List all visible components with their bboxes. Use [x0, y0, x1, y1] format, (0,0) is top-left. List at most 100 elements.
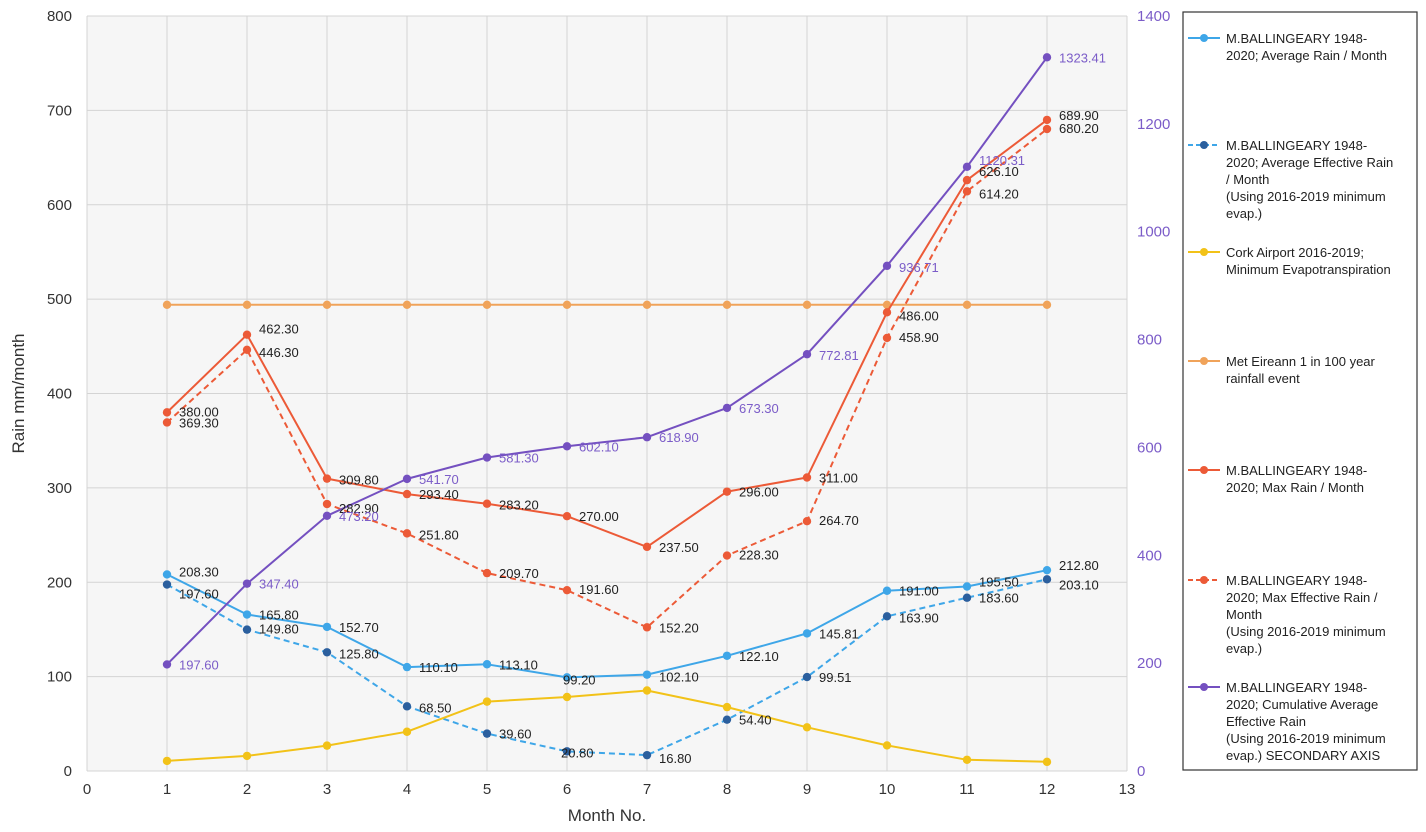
series-point-1 [242, 625, 252, 634]
x-tick-label: 2 [243, 781, 251, 798]
series-point-6 [322, 511, 332, 521]
series-point-2 [642, 686, 652, 695]
series-point-2 [802, 723, 812, 732]
y-tick-label: 800 [47, 8, 72, 25]
data-label-1: 39.60 [499, 727, 532, 742]
data-label-4: 626.10 [979, 164, 1019, 179]
data-label-5: 152.20 [659, 620, 699, 635]
data-label-4: 380.00 [179, 404, 219, 419]
data-label-1: 54.40 [739, 713, 772, 728]
legend-swatch-point-1 [1200, 141, 1208, 149]
series-point-0 [162, 570, 172, 579]
series-point-4 [482, 499, 492, 508]
data-label-0: 191.00 [899, 584, 939, 599]
series-point-1 [402, 702, 412, 711]
legend-label-6: Effective Rain [1226, 714, 1306, 729]
legend-label-1: (Using 2016-2019 minimum [1226, 189, 1386, 204]
series-point-0 [882, 586, 892, 595]
data-label-0: 165.80 [259, 608, 299, 623]
series-point-3 [882, 300, 892, 309]
series-point-1 [882, 612, 892, 621]
data-label-0: 122.10 [739, 649, 779, 664]
series-point-0 [322, 622, 332, 632]
series-point-0 [802, 629, 812, 638]
data-label-5: 458.90 [899, 330, 939, 345]
y-tick-label: 700 [47, 102, 72, 119]
legend-label-1: 2020; Average Effective Rain [1226, 155, 1393, 170]
data-label-1: 68.50 [419, 700, 452, 715]
series-point-3 [1042, 300, 1052, 309]
series-point-2 [162, 756, 172, 766]
x-tick-label: 4 [403, 781, 411, 798]
series-point-1 [802, 672, 812, 682]
series-point-5 [322, 499, 332, 509]
x-axis-title: Month No. [568, 806, 646, 825]
series-point-0 [402, 662, 412, 672]
data-label-5: 251.80 [419, 527, 459, 542]
series-point-6 [562, 442, 572, 451]
legend-label-5: evap.) [1226, 641, 1262, 656]
data-label-6: 1120.31 [979, 153, 1025, 168]
data-label-4: 689.90 [1059, 108, 1099, 123]
series-point-2 [562, 692, 572, 702]
series-point-6 [482, 453, 492, 462]
series-point-2 [722, 702, 732, 712]
data-label-4: 296.00 [739, 485, 779, 500]
y-tick-label: 100 [47, 669, 72, 686]
series-point-3 [322, 300, 332, 309]
series-point-6 [642, 433, 652, 442]
x-tick-label: 12 [1039, 781, 1056, 798]
series-point-4 [722, 487, 732, 496]
series-point-4 [962, 175, 972, 185]
data-label-0: 102.10 [659, 670, 699, 685]
series-point-5 [562, 585, 572, 595]
legend-label-5: 2020; Max Effective Rain / [1226, 590, 1378, 605]
series-point-0 [642, 670, 652, 679]
data-label-6: 197.60 [179, 657, 219, 672]
data-label-1: 197.60 [179, 587, 219, 602]
data-label-4: 309.80 [339, 473, 379, 488]
data-label-1: 163.90 [899, 610, 939, 625]
series-point-2 [402, 727, 412, 736]
series-point-4 [562, 511, 572, 521]
series-point-5 [642, 623, 652, 632]
data-label-4: 237.50 [659, 540, 699, 555]
series-point-3 [562, 300, 572, 309]
y2-tick-label: 0 [1137, 763, 1145, 780]
data-label-6: 347.40 [259, 577, 299, 592]
series-point-5 [162, 418, 172, 427]
series-point-2 [322, 741, 332, 750]
series-point-1 [722, 715, 732, 724]
legend-swatch-point-4 [1200, 466, 1208, 474]
legend-label-5: (Using 2016-2019 minimum [1226, 624, 1386, 639]
legend-label-4: 2020; Max Rain / Month [1226, 480, 1364, 495]
data-label-6: 602.10 [579, 439, 619, 454]
legend-label-6: (Using 2016-2019 minimum [1226, 731, 1386, 746]
data-label-5: 209.70 [499, 566, 539, 581]
legend-label-6: M.BALLINGEARY 1948- [1226, 680, 1367, 695]
series-point-2 [882, 741, 892, 750]
data-label-0: 145.81 [819, 626, 859, 641]
series-point-1 [162, 580, 172, 589]
data-label-5: 264.70 [819, 513, 859, 528]
data-label-1: 16.80 [659, 751, 692, 766]
series-point-5 [962, 187, 972, 196]
data-label-1: 20.80 [561, 745, 594, 760]
series-point-5 [482, 568, 492, 578]
series-point-4 [882, 308, 892, 317]
series-point-5 [402, 529, 412, 538]
data-label-5: 228.30 [739, 548, 779, 563]
series-point-3 [642, 300, 652, 309]
y2-tick-label: 400 [1137, 547, 1162, 564]
data-label-1: 125.80 [339, 646, 379, 661]
legend-swatch-point-3 [1200, 357, 1208, 365]
series-line-6 [166, 56, 1048, 666]
legend-label-5: M.BALLINGEARY 1948- [1226, 573, 1367, 588]
data-label-4: 270.00 [579, 509, 619, 524]
data-label-6: 473.20 [339, 509, 379, 524]
x-tick-label: 1 [163, 781, 171, 798]
legend-label-0: 2020; Average Rain / Month [1226, 48, 1387, 63]
legend-label-2: Cork Airport 2016-2019; [1226, 245, 1364, 260]
x-tick-label: 0 [83, 781, 91, 798]
